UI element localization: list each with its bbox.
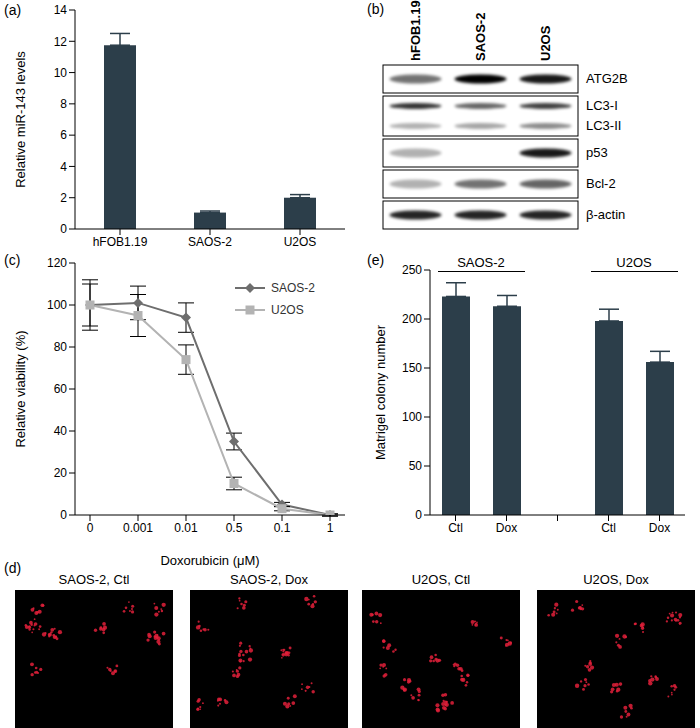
svg-text:0.001: 0.001 [123,521,153,535]
svg-text:40: 40 [54,424,68,438]
svg-text:0: 0 [415,508,422,522]
svg-text:2: 2 [60,191,67,205]
svg-text:0.5: 0.5 [226,521,243,535]
svg-text:ATG2B: ATG2B [586,71,628,86]
svg-text:120: 120 [47,256,67,270]
svg-text:Matrigel colony number: Matrigel colony number [373,324,388,460]
svg-text:hFOB1.19: hFOB1.19 [93,235,148,249]
svg-text:250: 250 [402,263,422,277]
html-text:SAOS-2: SAOS-2 [457,255,505,270]
html-text:(d): (d) [4,560,22,576]
svg-text:8: 8 [60,97,67,111]
svg-text:60: 60 [54,382,68,396]
svg-text:12: 12 [54,35,68,49]
html-text:SAOS-2: SAOS-2 [271,281,315,295]
svg-text:β-actin: β-actin [586,207,625,222]
html-text:U2OS, Dox: U2OS, Dox [583,572,649,587]
html-text:(c): (c) [4,252,21,268]
html-text:(a): (a) [4,2,22,18]
svg-text:hFOB1.19: hFOB1.19 [408,0,423,61]
svg-text:1: 1 [327,521,334,535]
svg-text:(b): (b) [367,1,384,17]
svg-text:Relative miR-143 levels: Relative miR-143 levels [13,51,28,188]
svg-text:LC3-I: LC3-I [586,98,618,113]
svg-text:Doxorubicin (μM): Doxorubicin (μM) [160,553,259,568]
svg-text:0: 0 [60,508,67,522]
svg-text:50: 50 [409,459,423,473]
svg-text:150: 150 [402,361,422,375]
html-text:U2OS: U2OS [271,303,304,317]
html-text:U2OS, Ctl: U2OS, Ctl [411,572,471,587]
svg-text:U2OS: U2OS [284,235,317,249]
svg-text:U2OS: U2OS [538,25,553,61]
svg-text:Ctl: Ctl [448,521,463,535]
html-text:SAOS-2, Ctl: SAOS-2, Ctl [58,572,130,587]
svg-text:10: 10 [54,66,68,80]
svg-text:6: 6 [60,128,67,142]
svg-text:0.1: 0.1 [274,521,291,535]
html-text:U2OS: U2OS [616,255,652,270]
svg-text:SAOS-2: SAOS-2 [188,235,232,249]
svg-text:LC3-II: LC3-II [586,118,621,133]
svg-text:20: 20 [54,466,68,480]
svg-text:Dox: Dox [649,521,670,535]
svg-text:Relative viability (%): Relative viability (%) [13,330,28,447]
svg-text:0.01: 0.01 [174,521,198,535]
svg-text:p53: p53 [586,145,608,160]
svg-text:4: 4 [60,160,67,174]
svg-text:Dox: Dox [496,521,517,535]
svg-text:0: 0 [87,521,94,535]
svg-text:100: 100 [402,410,422,424]
html-text:(e): (e) [367,252,385,268]
html-text:SAOS-2, Dox: SAOS-2, Dox [230,572,308,587]
svg-text:Bcl-2: Bcl-2 [586,176,616,191]
svg-text:SAOS-2: SAOS-2 [473,13,488,61]
svg-text:Ctl: Ctl [601,521,616,535]
svg-text:100: 100 [47,298,67,312]
svg-text:14: 14 [54,3,68,17]
svg-text:0: 0 [60,222,67,236]
svg-text:80: 80 [54,340,68,354]
svg-text:200: 200 [402,312,422,326]
